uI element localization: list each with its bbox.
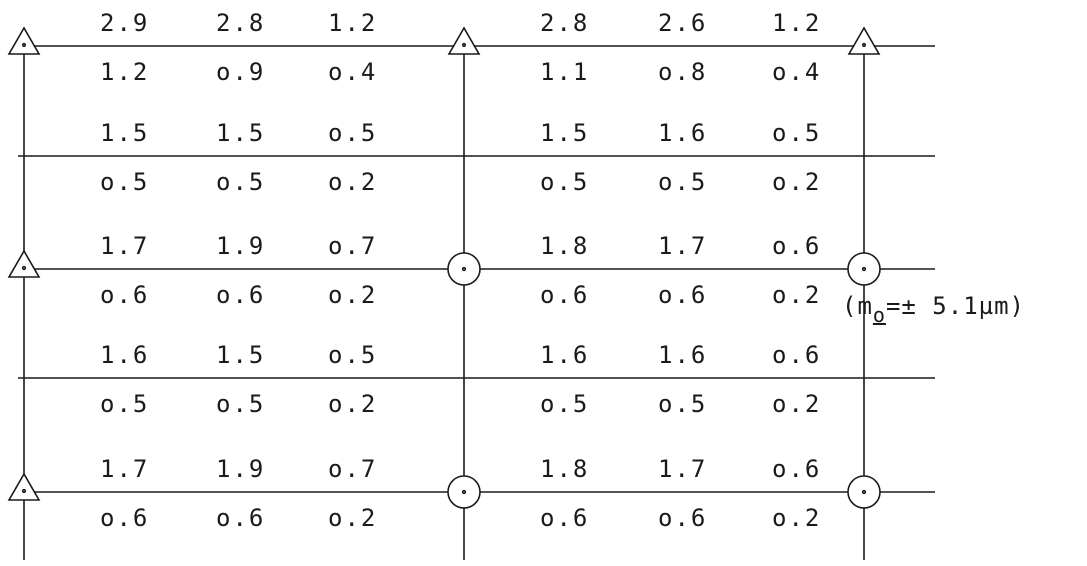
value-label: 1.6	[658, 119, 707, 147]
annotation-value: 5.1	[917, 292, 979, 320]
value-label: 2.6	[658, 9, 707, 37]
marker-center-dot	[23, 490, 26, 493]
value-label: 1.5	[100, 119, 149, 147]
value-label: o.6	[100, 281, 149, 309]
annotation-subscript: o	[873, 303, 886, 327]
value-label: o.7	[328, 455, 377, 483]
marker-center-dot	[863, 44, 866, 47]
marker-center-dot	[23, 267, 26, 270]
value-label: 1.9	[216, 455, 265, 483]
annotation-equals: =	[886, 292, 901, 320]
annotation-open: (m	[842, 292, 873, 320]
value-label: o.5	[540, 390, 589, 418]
annotation-pm: ±	[901, 292, 916, 320]
value-label: o.9	[216, 58, 265, 86]
value-label: o.6	[540, 504, 589, 532]
marker-center-dot	[463, 491, 466, 494]
triangle-marker-icon	[449, 28, 479, 54]
annotation-unit: µm)	[979, 292, 1025, 320]
value-label: o.8	[658, 58, 707, 86]
value-label: o.6	[772, 455, 821, 483]
value-label: o.2	[772, 504, 821, 532]
value-label: 1.6	[540, 341, 589, 369]
value-label: o.6	[658, 504, 707, 532]
value-label: 1.5	[216, 341, 265, 369]
marker-center-dot	[863, 268, 866, 271]
value-label: o.6	[658, 281, 707, 309]
value-label: 1.1	[540, 58, 589, 86]
value-label: 2.9	[100, 9, 149, 37]
triangle-marker-icon	[9, 474, 39, 500]
value-label: 1.7	[100, 232, 149, 260]
value-label: o.4	[772, 58, 821, 86]
value-label: o.6	[772, 341, 821, 369]
value-label: o.7	[328, 232, 377, 260]
value-label: 2.8	[540, 9, 589, 37]
value-label: 1.6	[658, 341, 707, 369]
precision-annotation: (mo=± 5.1µm)	[842, 292, 1025, 320]
value-label: o.6	[216, 504, 265, 532]
value-label: 1.2	[772, 9, 821, 37]
value-label: o.2	[772, 281, 821, 309]
value-label: 1.7	[100, 455, 149, 483]
value-label: o.2	[772, 168, 821, 196]
value-label: o.5	[216, 390, 265, 418]
value-label: o.5	[328, 119, 377, 147]
value-label: 1.6	[100, 341, 149, 369]
value-label: 1.2	[100, 58, 149, 86]
value-label: o.4	[328, 58, 377, 86]
value-label: o.2	[772, 390, 821, 418]
value-label: 1.7	[658, 455, 707, 483]
value-label: o.5	[772, 119, 821, 147]
value-label: 1.5	[540, 119, 589, 147]
triangle-marker-icon	[9, 251, 39, 277]
value-label: o.6	[216, 281, 265, 309]
marker-center-dot	[863, 491, 866, 494]
marker-center-dot	[23, 44, 26, 47]
value-label: 1.5	[216, 119, 265, 147]
value-label: 1.8	[540, 455, 589, 483]
value-label: o.2	[328, 504, 377, 532]
marker-center-dot	[463, 44, 466, 47]
triangle-marker-icon	[849, 28, 879, 54]
value-label: 1.9	[216, 232, 265, 260]
marker-center-dot	[463, 268, 466, 271]
node-markers	[9, 28, 880, 508]
value-label: o.6	[772, 232, 821, 260]
value-label: o.2	[328, 168, 377, 196]
value-label: o.5	[100, 390, 149, 418]
value-label: o.5	[658, 168, 707, 196]
value-label: o.5	[328, 341, 377, 369]
value-label: o.5	[216, 168, 265, 196]
triangle-marker-icon	[9, 28, 39, 54]
value-label: o.2	[328, 281, 377, 309]
value-label: 2.8	[216, 9, 265, 37]
value-label: o.5	[100, 168, 149, 196]
value-label: o.6	[100, 504, 149, 532]
value-label: o.5	[540, 168, 589, 196]
value-label: o.6	[540, 281, 589, 309]
value-label: o.2	[328, 390, 377, 418]
value-label: 1.2	[328, 9, 377, 37]
value-label: o.5	[658, 390, 707, 418]
value-label: 1.7	[658, 232, 707, 260]
value-label: 1.8	[540, 232, 589, 260]
